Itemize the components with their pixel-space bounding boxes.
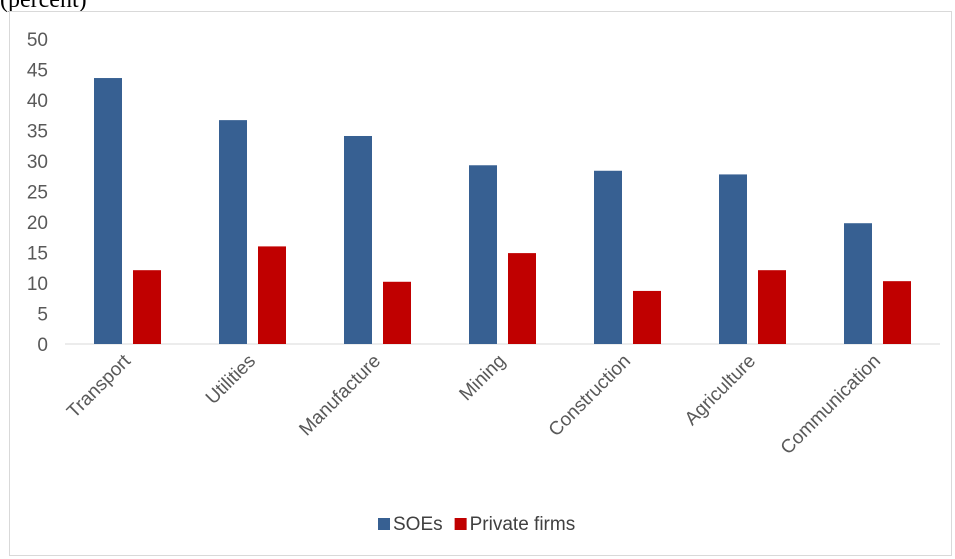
legend-swatch-soes [378, 518, 390, 530]
y-tick-label: 0 [37, 335, 48, 356]
y-tick-label: 25 [27, 183, 48, 204]
x-category-label: Utilities [202, 351, 260, 409]
bar-soes [844, 223, 872, 344]
legend-label-soes: SOEs [393, 514, 443, 535]
bar-soes [469, 165, 497, 344]
bars [94, 78, 911, 344]
bar-private-firms [383, 281, 411, 344]
y-tick-label: 35 [27, 122, 48, 143]
bar-private-firms [258, 246, 286, 344]
chart-caption: (percent) [0, 0, 87, 13]
y-tick-label: 45 [27, 61, 48, 82]
bar-private-firms [133, 270, 161, 344]
bar-soes [219, 120, 247, 344]
y-tick-label: 5 [37, 305, 48, 326]
y-tick-label: 40 [27, 91, 48, 112]
bar-soes [344, 135, 372, 344]
x-category-label: Agriculture [681, 351, 760, 430]
bar-private-firms [633, 290, 661, 344]
x-category-label: Communication [777, 351, 885, 459]
y-tick-label: 10 [27, 274, 48, 295]
x-category-label: Manufacture [295, 351, 385, 441]
bar-soes [719, 174, 747, 344]
x-category-label: Mining [456, 351, 510, 405]
bar-private-firms [883, 281, 911, 344]
x-category-label: Construction [545, 351, 635, 441]
legend-swatch-private-firms [454, 518, 467, 530]
legend: SOEs Private firms [378, 514, 575, 535]
y-tick-label: 15 [27, 244, 48, 265]
x-category-label: Transport [63, 350, 135, 422]
bar-soes [594, 170, 622, 344]
y-tick-label: 50 [27, 30, 48, 51]
bar-private-firms [508, 253, 536, 344]
legend-label-private-firms: Private firms [470, 514, 576, 535]
bar-soes [94, 78, 122, 344]
y-tick-label: 30 [27, 152, 48, 173]
bar-private-firms [758, 270, 786, 344]
y-tick-label: 20 [27, 213, 48, 234]
